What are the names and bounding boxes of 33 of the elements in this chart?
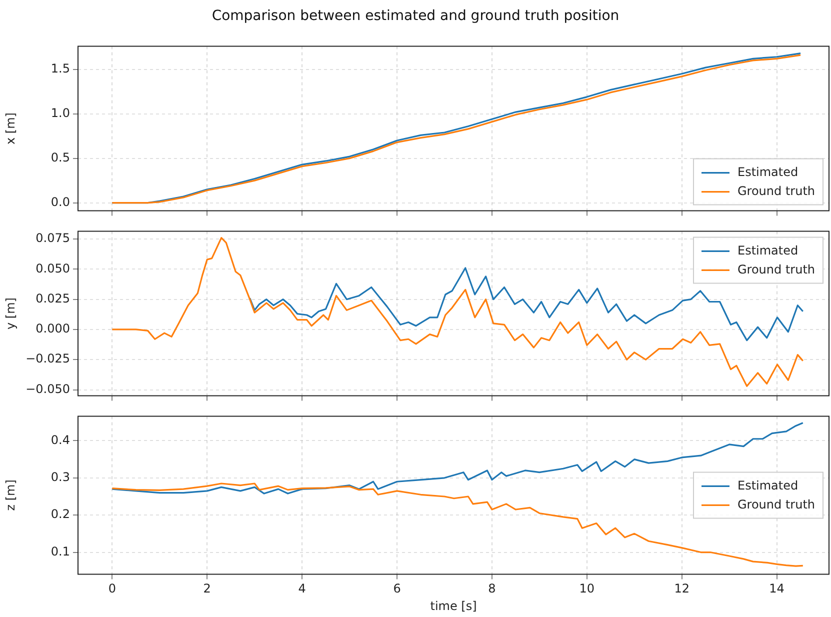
x-tick-label: 0 (108, 582, 116, 596)
y-tick-label: 0.3 (50, 470, 70, 484)
y-axis-title: x [m] (3, 112, 18, 144)
y-tick-label: −0.025 (26, 352, 70, 366)
x-tick-label: 8 (488, 582, 496, 596)
x-tick-label: 14 (769, 582, 784, 596)
x-tick-label: 12 (674, 582, 690, 596)
x-axis-title: time [s] (430, 598, 477, 613)
legend-label: Estimated (737, 243, 798, 258)
legend-label: Ground truth (737, 497, 816, 512)
y-tick-label: 0.2 (50, 507, 70, 522)
y-tick-label: 0.000 (36, 322, 70, 336)
x-tick-label: 2 (203, 582, 211, 596)
legend-label: Ground truth (737, 262, 816, 276)
y-tick-label: 0.0 (50, 194, 70, 209)
y-axis-title: y [m] (3, 298, 18, 330)
y-tick-label: 0.1 (50, 544, 70, 558)
y-tick-label: 0.075 (36, 231, 70, 246)
y-tick-label: 1.5 (50, 61, 70, 76)
x-tick-label: 4 (298, 582, 306, 596)
legend-label: Ground truth (737, 184, 816, 198)
y-tick-label: 0.025 (36, 291, 70, 306)
y-tick-label: 0.4 (50, 432, 70, 447)
y-tick-label: −0.050 (26, 382, 70, 396)
y-axis-title: z [m] (3, 480, 18, 511)
y-tick-label: 1.0 (50, 106, 70, 120)
y-tick-label: 0.5 (50, 150, 70, 164)
x-tick-label: 10 (579, 582, 595, 596)
legend-label: Estimated (737, 478, 798, 492)
x-tick-label: 6 (393, 582, 401, 596)
legend-label: Estimated (737, 164, 798, 179)
chart-title: Comparison between estimated and ground truth position (210, 7, 620, 26)
y-tick-label: 0.050 (36, 261, 70, 276)
